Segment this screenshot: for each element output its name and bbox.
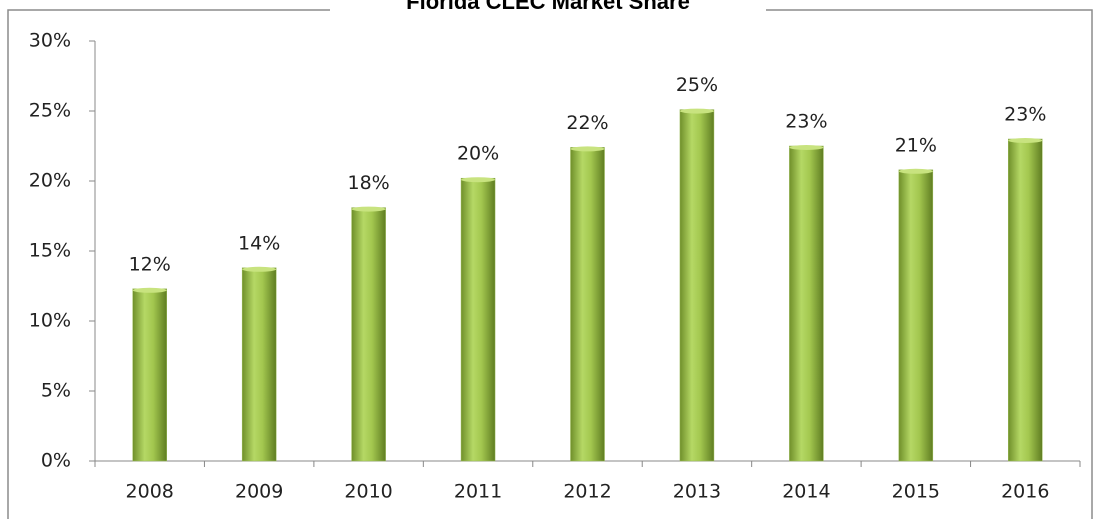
data-label: 23% (785, 111, 827, 133)
bar-cap (242, 266, 277, 272)
bar (132, 288, 167, 462)
y-tick-label: 30% (29, 30, 71, 52)
x-tick-label: 2012 (563, 481, 611, 503)
bar (789, 145, 824, 462)
data-label: 14% (238, 232, 280, 254)
y-tick-label: 10% (29, 310, 71, 332)
bar (1008, 138, 1043, 462)
x-tick-label: 2014 (782, 481, 830, 503)
x-tick-label: 2011 (454, 481, 502, 503)
data-label: 12% (129, 253, 171, 275)
bar (351, 207, 386, 462)
bar (898, 169, 934, 462)
data-label: 21% (895, 134, 937, 156)
bar (460, 177, 496, 462)
bar-cap (898, 168, 933, 174)
bar-cap (1008, 138, 1043, 143)
y-tick-label: 15% (29, 240, 71, 262)
bar (679, 109, 715, 462)
x-tick-label: 2016 (1001, 481, 1049, 503)
x-tick-label: 2010 (344, 481, 392, 503)
data-label: 20% (457, 143, 499, 165)
data-label: 18% (347, 172, 389, 194)
bar-cap (461, 177, 496, 183)
x-tick-label: 2008 (126, 481, 174, 503)
bar-cap (789, 145, 824, 150)
data-label: 25% (676, 74, 718, 96)
bar-cap (679, 108, 714, 114)
bar-cap (570, 146, 605, 152)
x-tick-label: 2015 (892, 481, 940, 503)
y-tick-label: 0% (41, 450, 71, 472)
y-tick-label: 20% (29, 170, 71, 192)
y-tick-label: 5% (41, 380, 71, 402)
data-label: 23% (1004, 104, 1046, 126)
y-tick-label: 25% (29, 100, 71, 122)
x-tick-label: 2013 (673, 481, 721, 503)
x-tick-label: 2009 (235, 481, 283, 503)
bar-cap (132, 287, 167, 293)
bar (241, 267, 277, 462)
bar (570, 147, 605, 462)
title-background (330, 0, 766, 16)
chart-title: Florida CLEC Market Share (406, 0, 690, 14)
bar-cap (351, 206, 386, 212)
data-label: 22% (566, 112, 608, 134)
